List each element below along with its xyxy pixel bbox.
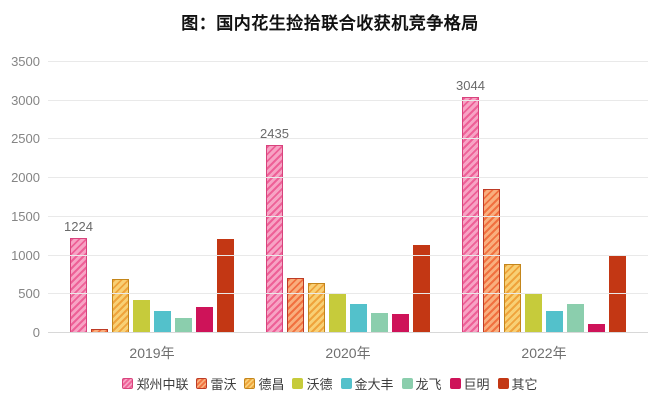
legend-swatch-德昌 (244, 378, 256, 389)
y-axis-tick-label: 2000 (11, 170, 40, 185)
legend-item-龙飞: 龙飞 (401, 374, 442, 393)
legend-label-其它: 其它 (511, 377, 538, 392)
bar-金大丰-2022年 (546, 311, 563, 333)
bar-其它-2019年 (217, 239, 234, 333)
gridline-2000 (48, 177, 648, 178)
legend-swatch-雷沃 (196, 378, 208, 389)
legend-item-郑州中联: 郑州中联 (122, 374, 188, 393)
bar-group-2019年: 1224 (64, 62, 234, 333)
x-axis-tick-label-2022年: 2022年 (521, 345, 567, 361)
bar-德昌-2022年 (504, 264, 521, 333)
bar-雷沃-2020年 (287, 278, 304, 333)
bar-雷沃-2022年 (483, 189, 500, 333)
bar-龙飞-2020年 (371, 312, 388, 333)
bar-德昌-2019年 (112, 278, 129, 333)
bar-金大丰-2019年 (154, 310, 171, 333)
bar-巨明-2022年 (588, 324, 605, 333)
legend-item-雷沃: 雷沃 (196, 374, 236, 393)
legend-label-巨明: 巨明 (463, 377, 490, 392)
legend: 郑州中联 雷沃 德昌 沃德 金大丰 龙飞 巨明 其它 (0, 374, 660, 393)
bar-金大丰-2020年 (350, 304, 367, 333)
bar-沃德-2022年 (525, 294, 542, 333)
x-axis-tick-label-2020年: 2020年 (325, 345, 371, 361)
gridline-2500 (48, 138, 648, 139)
y-axis-tick-label: 500 (18, 286, 40, 301)
legend-label-德昌: 德昌 (258, 377, 285, 392)
plot-area: 1224 2435 3044 (48, 61, 648, 333)
bar-沃德-2020年 (329, 292, 346, 333)
bar-其它-2020年 (413, 244, 430, 333)
bar-group-2020年: 2435 (260, 62, 430, 333)
legend-swatch-龙飞 (401, 378, 413, 389)
bar-groups-container: 1224 2435 3044 (48, 62, 648, 333)
bar-value-label: 3044 (456, 78, 485, 94)
bar-group-2022年: 3044 (456, 62, 626, 333)
y-axis-tick-label: 1000 (11, 248, 40, 263)
gridline-3500 (48, 61, 648, 62)
y-axis-tick-label: 3000 (11, 93, 40, 108)
y-axis-tick-label: 2500 (11, 131, 40, 146)
bar-德昌-2020年 (308, 283, 325, 333)
bar-value-label: 2435 (260, 125, 289, 141)
bar-巨明-2020年 (392, 313, 409, 333)
bar-龙飞-2019年 (175, 318, 192, 333)
legend-swatch-郑州中联 (122, 378, 134, 389)
legend-item-沃德: 沃德 (292, 374, 333, 393)
legend-item-金大丰: 金大丰 (340, 374, 394, 393)
legend-label-雷沃: 雷沃 (210, 377, 237, 392)
bar-郑州中联-2019年: 1224 (64, 219, 93, 333)
legend-item-德昌: 德昌 (244, 374, 284, 393)
bar-龙飞-2022年 (567, 303, 584, 333)
legend-item-巨明: 巨明 (449, 374, 490, 393)
gridline-1500 (48, 216, 648, 217)
legend-swatch-金大丰 (340, 378, 352, 389)
bar-其它-2022年 (609, 255, 626, 333)
y-axis-tick-label: 3500 (11, 54, 40, 69)
x-axis: 2019年 2020年 2022年 (48, 343, 648, 363)
gridline-1000 (48, 255, 648, 256)
bar-巨明-2019年 (196, 306, 213, 333)
bar-value-label: 1224 (64, 219, 93, 235)
bar-沃德-2019年 (133, 299, 150, 333)
bar-郑州中联-2022年: 3044 (456, 78, 485, 333)
legend-label-沃德: 沃德 (306, 377, 333, 392)
legend-label-郑州中联: 郑州中联 (136, 377, 189, 392)
legend-swatch-巨明 (449, 378, 461, 389)
gridline-0 (48, 332, 648, 333)
gridline-500 (48, 293, 648, 294)
legend-label-龙飞: 龙飞 (415, 377, 442, 392)
legend-swatch-其它 (497, 378, 509, 389)
legend-swatch-沃德 (292, 378, 304, 389)
chart-title: 图：国内花生捡拾联合收获机竞争格局 (181, 14, 479, 33)
legend-label-金大丰: 金大丰 (354, 377, 394, 392)
x-axis-tick-label-2019年: 2019年 (129, 345, 175, 361)
y-axis-tick-label: 0 (32, 325, 40, 340)
legend-item-其它: 其它 (497, 374, 538, 393)
gridline-3000 (48, 100, 648, 101)
y-axis-tick-label: 1500 (11, 209, 40, 224)
bar-郑州中联-2020年: 2435 (260, 126, 289, 333)
